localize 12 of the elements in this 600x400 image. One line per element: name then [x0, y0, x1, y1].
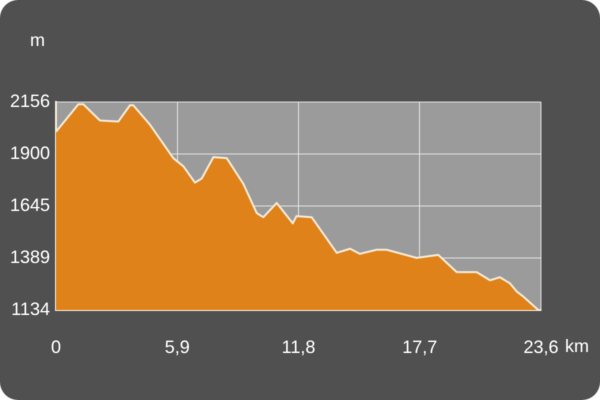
y-tick-label: 1900 — [10, 143, 50, 164]
x-axis-title: km — [565, 336, 589, 356]
y-tick-label: 1389 — [10, 247, 50, 268]
y-tick-label: 1134 — [11, 298, 50, 319]
y-axis-title: m — [30, 30, 45, 50]
x-tick-label: 23,6 — [523, 336, 559, 357]
x-tick-label: 0 — [50, 336, 62, 357]
x-tick-label: 5,9 — [164, 336, 190, 357]
y-tick-label: 2156 — [10, 90, 50, 111]
x-tick-label: 17,7 — [402, 336, 438, 357]
y-tick-label: 1645 — [10, 194, 50, 215]
x-tick-label: 11,8 — [282, 336, 316, 357]
